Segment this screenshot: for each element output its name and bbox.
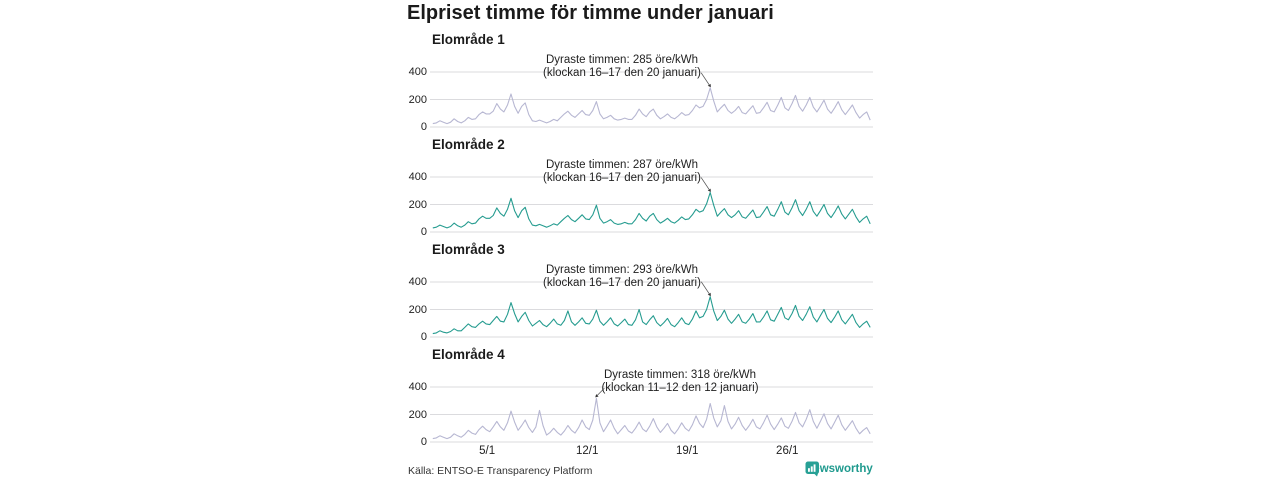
x-tick-label: 5/1 [479,445,496,457]
annotation-arrowhead [595,394,599,398]
panel-title-2: Elområde 2 [432,137,505,152]
annotation-line1: Dyraste timmen: 318 öre/kWh [603,369,757,381]
max-price-annotation-2: Dyraste timmen: 287 öre/kWh (klockan 16–1… [502,159,742,184]
annotation-arrow-line [700,177,710,190]
price-line [432,296,871,335]
bar-chart-bubble-icon [805,461,819,477]
y-tick-label: 400 [408,66,427,78]
y-tick-label: 400 [408,276,427,288]
annotation-line2: (klockan 16–17 den 20 januari) [543,171,701,184]
newsworthy-brand: Newsworthy [805,461,873,477]
y-tick-label: 200 [408,408,427,421]
y-tick-label: 200 [408,93,427,106]
y-tick-label: 0 [420,436,427,448]
annotation-arrow-line [700,281,710,294]
source-note: Källa: ENTSO-E Transparency Platform [408,465,593,477]
annotation-arrow-line [700,72,710,86]
annotation-arrowhead [707,292,711,297]
annotation-line1: Dyraste timmen: 285 öre/kWh [545,54,699,66]
annotation-line2: (klockan 16–17 den 20 januari) [543,66,701,79]
price-line [432,191,871,229]
plot-area-2 [430,176,873,233]
annotation-arrow-line [597,387,605,396]
y-tick-label: 0 [420,331,427,343]
annotation-line2: (klockan 11–12 den 12 januari) [601,381,759,394]
annotation-arrowhead [707,83,711,88]
annotation-arrowhead [707,188,711,193]
panel-title-1: Elområde 1 [432,32,505,47]
y-tick-label: 0 [420,121,427,133]
x-tick-label: 12/1 [575,445,599,457]
max-price-annotation-1: Dyraste timmen: 285 öre/kWh (klockan 16–1… [502,54,742,79]
y-tick-label: 0 [420,226,427,238]
y-tick-label: 200 [408,303,427,316]
y-tick-label: 400 [408,381,427,393]
y-tick-label: 400 [408,171,427,183]
brand-label: Newsworthy [805,463,873,475]
max-price-annotation-4: Dyraste timmen: 318 öre/kWh (klockan 11–1… [560,369,800,394]
x-tick-label: 19/1 [676,445,699,457]
x-tick-label: 26/1 [776,445,799,457]
max-price-annotation-3: Dyraste timmen: 293 öre/kWh (klockan 16–1… [502,264,742,289]
price-line [432,87,871,125]
plot-area-3 [430,281,873,338]
plot-area-1 [430,71,873,128]
panel-title-4: Elområde 4 [432,347,505,362]
annotation-line1: Dyraste timmen: 287 öre/kWh [545,159,699,171]
annotation-line2: (klockan 16–17 den 20 januari) [543,276,701,289]
panel-title-3: Elområde 3 [432,242,505,257]
y-tick-label: 200 [408,198,427,211]
price-line [432,397,871,440]
plot-area-4 [430,386,873,443]
annotation-line1: Dyraste timmen: 293 öre/kWh [545,264,699,276]
page-title: Elpriset timme för timme under januari [407,2,774,24]
